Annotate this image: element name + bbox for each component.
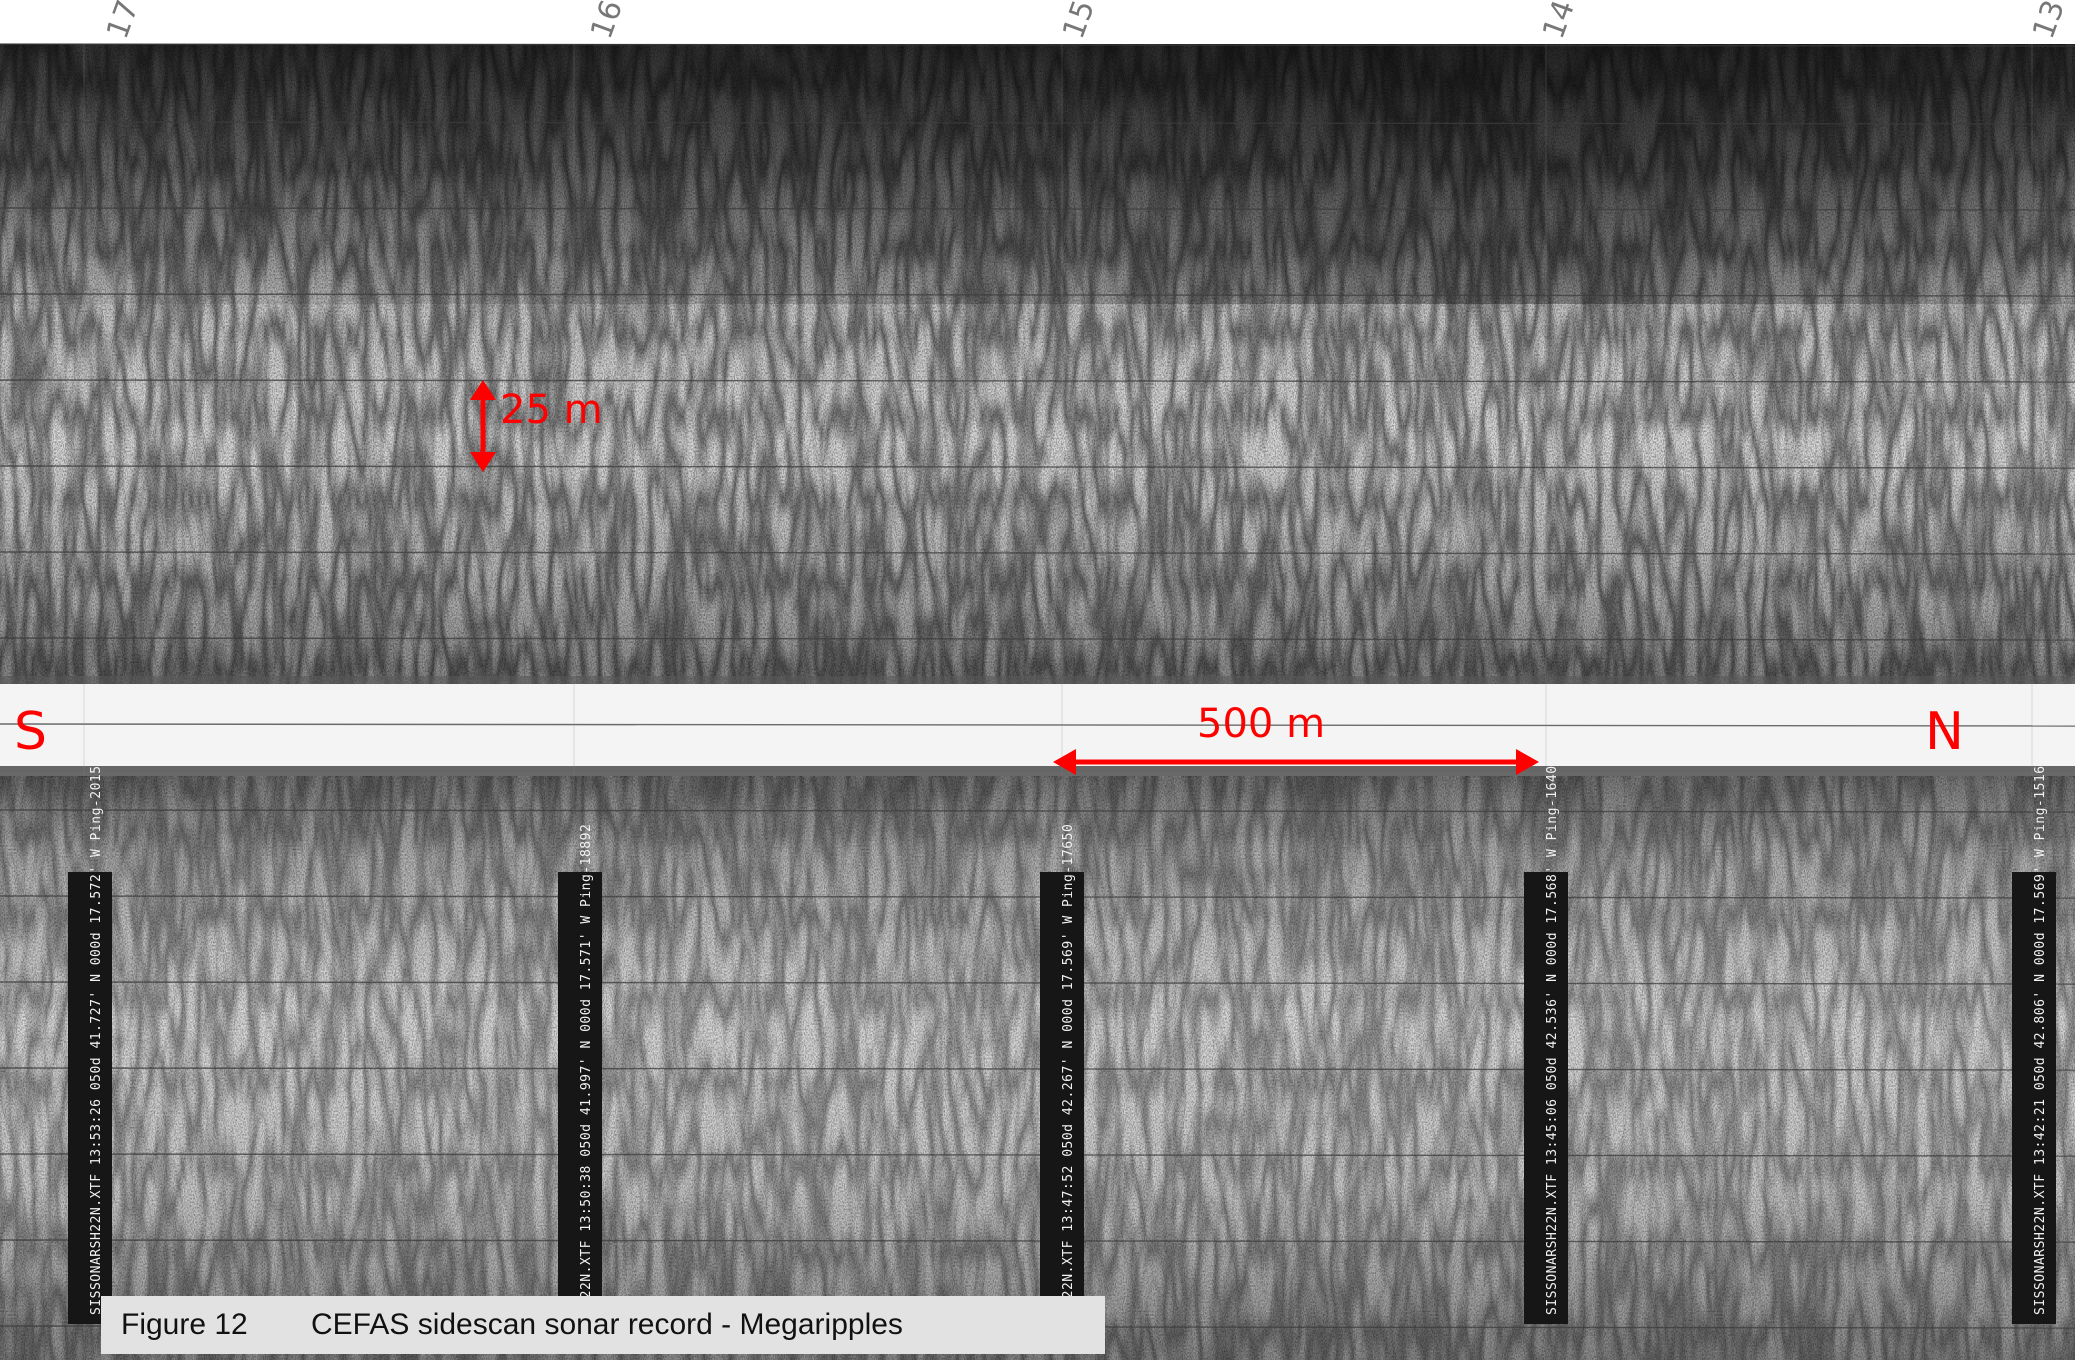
range-line xyxy=(0,551,2075,555)
annotation-strip: SH22N.XTF 13:47:52 050d 42.267' N 000d 1… xyxy=(1040,824,1084,1324)
annotation-strip: SISSONARSH22N.XTF 13:53:26 050d 41.727' … xyxy=(68,757,112,1324)
range-line xyxy=(0,379,2075,383)
scale-arrow-horizontal xyxy=(1053,749,1539,775)
range-line xyxy=(0,1239,2075,1243)
annotation-strip-text: SISSONARSH22N.XTF 13:42:21 050d 42.806' … xyxy=(2033,757,2048,1315)
range-line xyxy=(0,637,2075,641)
scale-label-horizontal: 500 m xyxy=(1197,701,1326,747)
annotation-strip-text: SH22N.XTF 13:47:52 050d 42.267' N 000d 1… xyxy=(1061,823,1076,1315)
nadir-gap xyxy=(0,684,2075,772)
figure-caption: Figure 12 CEFAS sidescan sonar record - … xyxy=(101,1296,1105,1354)
range-line xyxy=(0,809,2075,813)
annotation-strip-text: SISSONARSH22N.XTF 13:53:26 050d 41.727' … xyxy=(89,757,104,1315)
annotation-strip: SISSONARSH22N.XTF 13:45:06 050d 42.536' … xyxy=(1524,757,1568,1324)
range-line xyxy=(0,1153,2075,1157)
range-lines xyxy=(0,43,2075,1329)
range-line xyxy=(0,1067,2075,1071)
annotation-strip: SISSONARSH22N.XTF 13:42:21 050d 42.806' … xyxy=(2012,757,2056,1324)
range-line xyxy=(0,981,2075,985)
annotation-strip-text: SH22N.XTF 13:50:38 050d 41.997' N 000d 1… xyxy=(579,823,594,1315)
range-line xyxy=(0,465,2075,469)
figure-title: CEFAS sidescan sonar record - Megaripple… xyxy=(311,1308,903,1341)
range-line xyxy=(0,293,2075,297)
upper-swath xyxy=(0,44,2075,684)
range-line xyxy=(0,121,2075,125)
annotation-strip-text: SISSONARSH22N.XTF 13:45:06 050d 42.536' … xyxy=(1545,757,1560,1315)
scale-label-vertical: 25 m xyxy=(500,387,603,433)
range-line xyxy=(0,207,2075,211)
figure-number: Figure 12 xyxy=(121,1308,248,1341)
annotation-strip: SH22N.XTF 13:50:38 050d 41.997' N 000d 1… xyxy=(558,824,602,1324)
direction-south: S xyxy=(14,702,48,762)
scale-arrow-vertical xyxy=(470,380,496,472)
direction-north: N xyxy=(1925,702,1964,762)
range-line xyxy=(0,43,2075,47)
range-line xyxy=(0,895,2075,899)
range-line xyxy=(0,723,2075,727)
